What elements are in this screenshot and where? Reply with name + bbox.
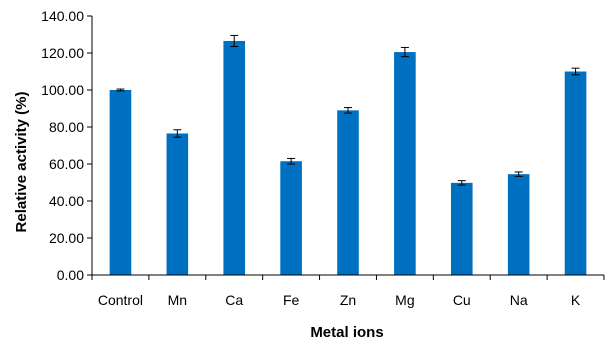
x-tick-label-cu: Cu [453, 292, 471, 308]
bar-cu [450, 182, 473, 275]
bar-zn [337, 110, 359, 275]
x-tick-label-control: Control [98, 292, 143, 308]
error-bar-ca [230, 34, 239, 48]
x-tick-label-mg: Mg [395, 292, 414, 308]
y-tick-label: 100.00 [41, 82, 84, 98]
bars-group [109, 40, 587, 276]
x-tick-label-k: K [571, 292, 581, 308]
bar-k [564, 71, 587, 275]
x-tick-label-na: Na [510, 292, 528, 308]
x-axis-ticks: Control Mn Ca Fe Zn Mg Cu Na K [91, 275, 605, 308]
x-tick-label-zn: Zn [340, 292, 356, 308]
bar-fe [280, 161, 302, 275]
error-bar-mg [400, 46, 409, 58]
y-tick-label: 0.00 [57, 267, 84, 283]
x-tick-label-fe: Fe [283, 292, 300, 308]
error-bars-group [116, 34, 580, 186]
y-tick-label: 40.00 [49, 193, 84, 209]
x-tick-label-ca: Ca [225, 292, 243, 308]
error-bar-k [571, 67, 580, 76]
y-tick-label: 140.00 [41, 8, 84, 24]
bar-na [507, 174, 530, 275]
x-tick-label-mn: Mn [168, 292, 187, 308]
error-bar-na [514, 171, 523, 177]
error-bar-cu [457, 180, 466, 186]
bar-ca [223, 40, 246, 275]
y-tick-label: 80.00 [49, 119, 84, 135]
y-axis-title: Relative activity (%) [13, 92, 30, 233]
error-bar-control [116, 88, 125, 92]
y-axis-ticks: 0.00 20.00 40.00 60.00 80.00 100.00 120.00 140.… [41, 8, 92, 283]
y-tick-label: 120.00 [41, 45, 84, 61]
bar-mn [166, 133, 189, 275]
bar-control [109, 90, 132, 275]
error-bar-mn [173, 129, 182, 138]
error-bar-fe [287, 157, 296, 165]
bar-mg [394, 52, 416, 276]
error-bar-zn [344, 107, 352, 114]
y-tick-label: 20.00 [49, 230, 84, 246]
y-tick-label: 60.00 [49, 156, 84, 172]
x-axis-title: Metal ions [310, 324, 383, 341]
